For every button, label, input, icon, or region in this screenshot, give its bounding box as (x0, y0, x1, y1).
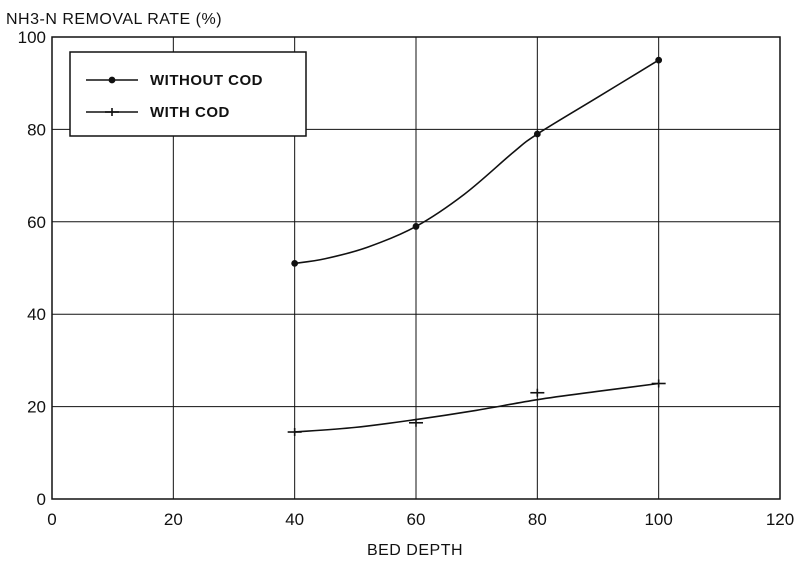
x-axis-title: BED DEPTH (367, 542, 463, 559)
series-0-marker-0 (291, 259, 299, 267)
x-tick-label-3: 60 (407, 510, 426, 529)
series-1-marker-1 (409, 418, 423, 427)
legend-entry-1: WITH COD (86, 104, 230, 121)
series-line-0 (294, 59, 660, 265)
series-line-1 (294, 382, 659, 433)
series-1-marker-3 (651, 379, 666, 388)
x-tick-label-5: 100 (644, 510, 672, 529)
y-tick-label-1: 20 (27, 398, 46, 417)
legend-box (69, 51, 307, 137)
y-tick-label-4: 80 (27, 120, 46, 139)
series-0-marker-1 (412, 223, 420, 230)
series-0 (291, 56, 663, 267)
tick-labels: 0 20 40 60 80 100 120 0 20 40 60 80 100 (18, 28, 795, 529)
series-layer (287, 56, 666, 437)
series-1 (287, 379, 666, 437)
series-0-marker-3 (655, 56, 663, 64)
series-1-marker-2 (530, 388, 545, 397)
x-tick-label-6: 120 (766, 510, 794, 529)
series-0-marker-2 (533, 130, 541, 138)
legend-marker-0 (108, 76, 116, 84)
y-tick-label-5: 100 (18, 28, 46, 47)
legend-entry-0: WITHOUT COD (86, 72, 263, 89)
legend-label-1: WITH COD (150, 104, 230, 121)
plot-frame (51, 36, 781, 500)
x-tick-label-4: 80 (528, 510, 547, 529)
y-tick-label-2: 40 (27, 305, 46, 324)
x-tick-label-1: 20 (164, 510, 183, 529)
series-1-marker-0 (287, 428, 302, 437)
y-axis-title: NH3-N REMOVAL RATE (%) (6, 11, 222, 28)
x-tick-label-0: 0 (47, 510, 56, 529)
legend: WITHOUT COD WITH COD (69, 51, 307, 137)
legend-marker-1 (105, 108, 119, 116)
x-tick-label-2: 40 (285, 510, 304, 529)
y-tick-label-0: 0 (37, 490, 46, 509)
legend-label-0: WITHOUT COD (150, 72, 263, 89)
y-tick-label-3: 60 (27, 213, 46, 232)
